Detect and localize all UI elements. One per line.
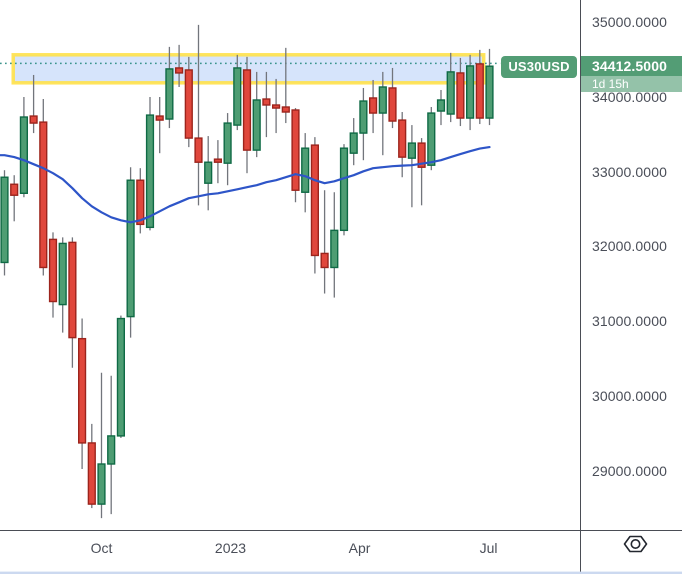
- candle-body-down: [310, 144, 320, 257]
- candle-body-down: [136, 179, 145, 226]
- candle-body-up: [165, 68, 174, 120]
- bar-countdown: 1d 15h: [581, 76, 682, 92]
- candle-body-down: [388, 87, 397, 122]
- candle-body-up: [126, 179, 135, 318]
- price-tick-label: 35000.0000: [592, 14, 667, 31]
- current-price-badge: 34412.5000 1d 15h: [581, 56, 682, 92]
- candle-body-up: [427, 112, 436, 166]
- time-axis[interactable]: Oct 2023 Apr Jul: [0, 531, 682, 574]
- candle-body-down: [242, 69, 252, 151]
- candle-body-down: [48, 238, 58, 303]
- candle-body-down: [174, 67, 184, 74]
- candle-body-down: [29, 115, 38, 124]
- candle-body-up: [204, 161, 213, 184]
- candle-body-down: [456, 72, 465, 119]
- candle-body-down: [320, 252, 329, 269]
- candle-body-down: [291, 109, 300, 191]
- candle-body-up: [145, 114, 155, 229]
- price-tick-label: 29000.0000: [592, 462, 667, 479]
- candle-body-down: [475, 63, 484, 119]
- candle-body-down: [39, 121, 48, 269]
- candle-body-down: [194, 137, 203, 163]
- candle-body-up: [0, 176, 9, 264]
- candle-body-down: [87, 442, 96, 505]
- moving-average-line: [0, 146, 491, 224]
- time-tick-label: Apr: [348, 540, 371, 556]
- current-price-value: 34412.5000: [581, 56, 682, 76]
- candle-body-down: [262, 98, 271, 106]
- candle-body-up: [485, 65, 494, 119]
- price-axis[interactable]: 35000.0000 34000.0000 33000.0000 32000.0000…: [581, 0, 682, 530]
- price-tick-label: 30000.0000: [592, 387, 667, 404]
- candle-body-up: [58, 242, 67, 306]
- candle-body-down: [184, 69, 193, 139]
- tradingview-logo-icon[interactable]: [623, 535, 648, 553]
- candle-body-up: [466, 65, 475, 119]
- time-tick-label: Oct: [90, 540, 113, 556]
- time-tick-label: Jul: [479, 540, 498, 556]
- candle-body-up: [359, 100, 368, 134]
- candle-body-down: [398, 119, 407, 158]
- candle-body-up: [97, 463, 106, 505]
- bottom-accent-line: [0, 571, 682, 574]
- candle-body-up: [301, 147, 310, 193]
- price-tick-label: 34000.0000: [592, 89, 667, 105]
- symbol-label-badge: US30USD: [501, 56, 577, 78]
- price-tick-label: 32000.0000: [592, 238, 667, 255]
- candle-body-down: [77, 337, 87, 444]
- candle-body-down: [281, 106, 290, 113]
- candle-body-up: [339, 147, 349, 232]
- logo-circle-icon: [630, 538, 641, 549]
- price-tick-label: 33000.0000: [592, 163, 667, 180]
- candle-body-up: [233, 67, 242, 126]
- candle-body-up: [330, 229, 339, 269]
- candle-body-up: [116, 317, 126, 437]
- candle-body-up: [407, 142, 417, 159]
- candle-body-up: [378, 86, 387, 114]
- candle-body-down: [68, 241, 77, 339]
- candle-body-up: [436, 99, 446, 112]
- candle-body-down: [272, 104, 281, 109]
- candle-body-down: [10, 183, 19, 196]
- candle-body-up: [107, 435, 116, 465]
- time-tick-label: 2023: [214, 540, 247, 556]
- candle-body-down: [155, 115, 164, 121]
- candle-body-up: [223, 122, 232, 164]
- candle-body-up: [252, 99, 261, 151]
- candle-body-up: [19, 116, 29, 194]
- price-tick-label: 31000.0000: [592, 313, 667, 330]
- candle-body-down: [213, 158, 223, 163]
- candle-body-down: [417, 142, 426, 168]
- candle-body-down: [369, 97, 378, 114]
- candle-body-up: [446, 71, 455, 115]
- candle-body-up: [349, 132, 358, 154]
